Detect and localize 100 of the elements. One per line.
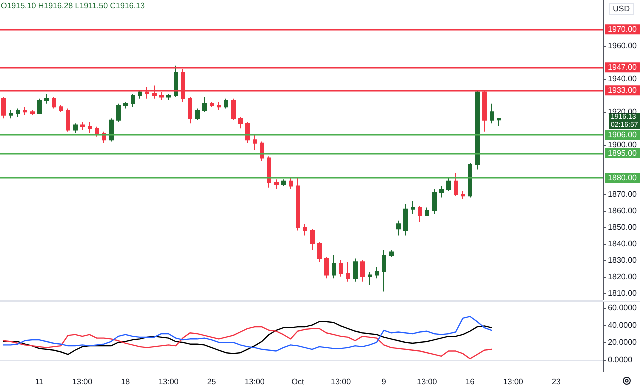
- ref-line-label: 1947.00: [608, 63, 638, 72]
- y-tick-label: 1900.00: [608, 140, 638, 150]
- candlestick: [260, 141, 264, 162]
- candlestick: [403, 204, 408, 236]
- candlestick: [238, 116, 243, 130]
- x-tick-label: 25: [207, 378, 217, 386]
- candlestick: [73, 123, 78, 134]
- x-tick-label: 13:00: [158, 378, 180, 386]
- candlestick: [497, 118, 501, 127]
- candlestick: [339, 260, 343, 278]
- x-tick-label: 13:00: [244, 378, 266, 386]
- y-tick-label: 40.0000: [608, 320, 638, 330]
- candlestick: [188, 96, 192, 124]
- candlestick: [138, 90, 142, 100]
- candlestick: [418, 206, 422, 224]
- candlestick: [217, 102, 221, 111]
- candlestick: [490, 103, 494, 124]
- candlestick: [123, 102, 128, 110]
- candlestick: [210, 102, 214, 108]
- candlestick: [116, 103, 121, 122]
- y-tick-label: 1940.00: [608, 74, 638, 84]
- candlestick: [195, 108, 200, 121]
- candlestick: [411, 200, 415, 215]
- x-tick-label: 9: [382, 378, 387, 386]
- candlestick: [66, 108, 70, 132]
- line-series: [2, 316, 492, 352]
- line-series: [2, 321, 492, 356]
- y-tick-label: 20.0000: [608, 338, 638, 348]
- y-tick-label: 1820.00: [608, 272, 638, 282]
- x-tick-label: 23: [552, 378, 562, 386]
- x-tick-label: 11: [35, 378, 44, 386]
- candlestick: [109, 118, 114, 142]
- candlestick: [382, 250, 386, 292]
- candlestick: [23, 106, 27, 116]
- y-tick-label: 1850.00: [608, 222, 638, 232]
- candlestick: [231, 98, 236, 121]
- candlestick: [274, 179, 279, 190]
- candlestick: [432, 189, 437, 215]
- x-tick-label: Oct: [292, 378, 305, 386]
- text: USD: [613, 4, 630, 14]
- candlestick: [317, 242, 322, 263]
- candlestick: [396, 220, 401, 236]
- candlestick: [303, 224, 307, 236]
- ref-line-label: 1880.00: [608, 174, 638, 183]
- x-tick-label: 13:00: [503, 378, 524, 386]
- candlestick: [353, 258, 358, 282]
- candlestick: [389, 250, 394, 258]
- candlestick: [52, 96, 56, 110]
- candlestick: [267, 156, 271, 188]
- candlestick: [59, 104, 63, 113]
- candlestick: [475, 90, 480, 170]
- y-tick-label: 0.0000: [608, 355, 634, 364]
- x-tick-label: 16: [466, 378, 476, 386]
- candlestick: [289, 178, 293, 190]
- annotation: O1915.10 H1916.28 L1911.50 C1916.13: [1, 2, 146, 10]
- x-tick-label: 13:00: [72, 378, 94, 386]
- ref-line-label: 1906.00: [608, 130, 638, 140]
- y-tick-label: 1810.00: [608, 288, 638, 298]
- candlestick: [202, 96, 207, 113]
- candlestick: [245, 121, 250, 144]
- candlestick: [131, 93, 135, 108]
- candlestick: [446, 178, 451, 192]
- y-tick-label: 1870.00: [608, 190, 638, 200]
- candlestick: [439, 186, 444, 198]
- candlestick: [166, 93, 171, 102]
- ref-line-label: 1933.00: [608, 86, 638, 96]
- candlestick: [253, 134, 257, 150]
- line-series: [2, 326, 492, 360]
- candlestick: [425, 207, 429, 216]
- candlestick: [37, 98, 42, 114]
- candlestick: [88, 121, 92, 134]
- candlestick: [9, 110, 13, 120]
- y-tick-label: 60.0000: [608, 304, 638, 313]
- x-tick-label: 18: [121, 378, 131, 386]
- y-tick-label: 1860.00: [608, 206, 638, 216]
- candlestick: [224, 98, 228, 110]
- candlestick: [368, 271, 372, 286]
- candlestick: [454, 172, 458, 197]
- x-tick-label: 13:00: [331, 378, 352, 386]
- candlestick: [281, 179, 286, 187]
- candlestick: [310, 228, 315, 252]
- candlestick: [30, 110, 35, 116]
- candlestick: [1, 96, 6, 120]
- candlestick: [80, 121, 85, 131]
- x-tick-label: 13:00: [417, 378, 438, 386]
- candlestick: [360, 260, 365, 282]
- y-tick-label: 1830.00: [608, 256, 638, 265]
- candlestick: [346, 262, 350, 282]
- candlestick: [44, 93, 49, 104]
- candlestick: [468, 162, 472, 198]
- candlestick: [95, 126, 99, 138]
- candlestick: [324, 256, 329, 280]
- candlestick: [332, 254, 336, 280]
- ref-line-label: 1970.00: [608, 25, 638, 34]
- candlestick: [174, 65, 178, 98]
- candlestick: [461, 190, 465, 200]
- candlestick: [16, 108, 20, 118]
- candlestick: [375, 266, 379, 280]
- candlestick: [296, 178, 300, 232]
- y-tick-label: 1960.00: [608, 42, 638, 51]
